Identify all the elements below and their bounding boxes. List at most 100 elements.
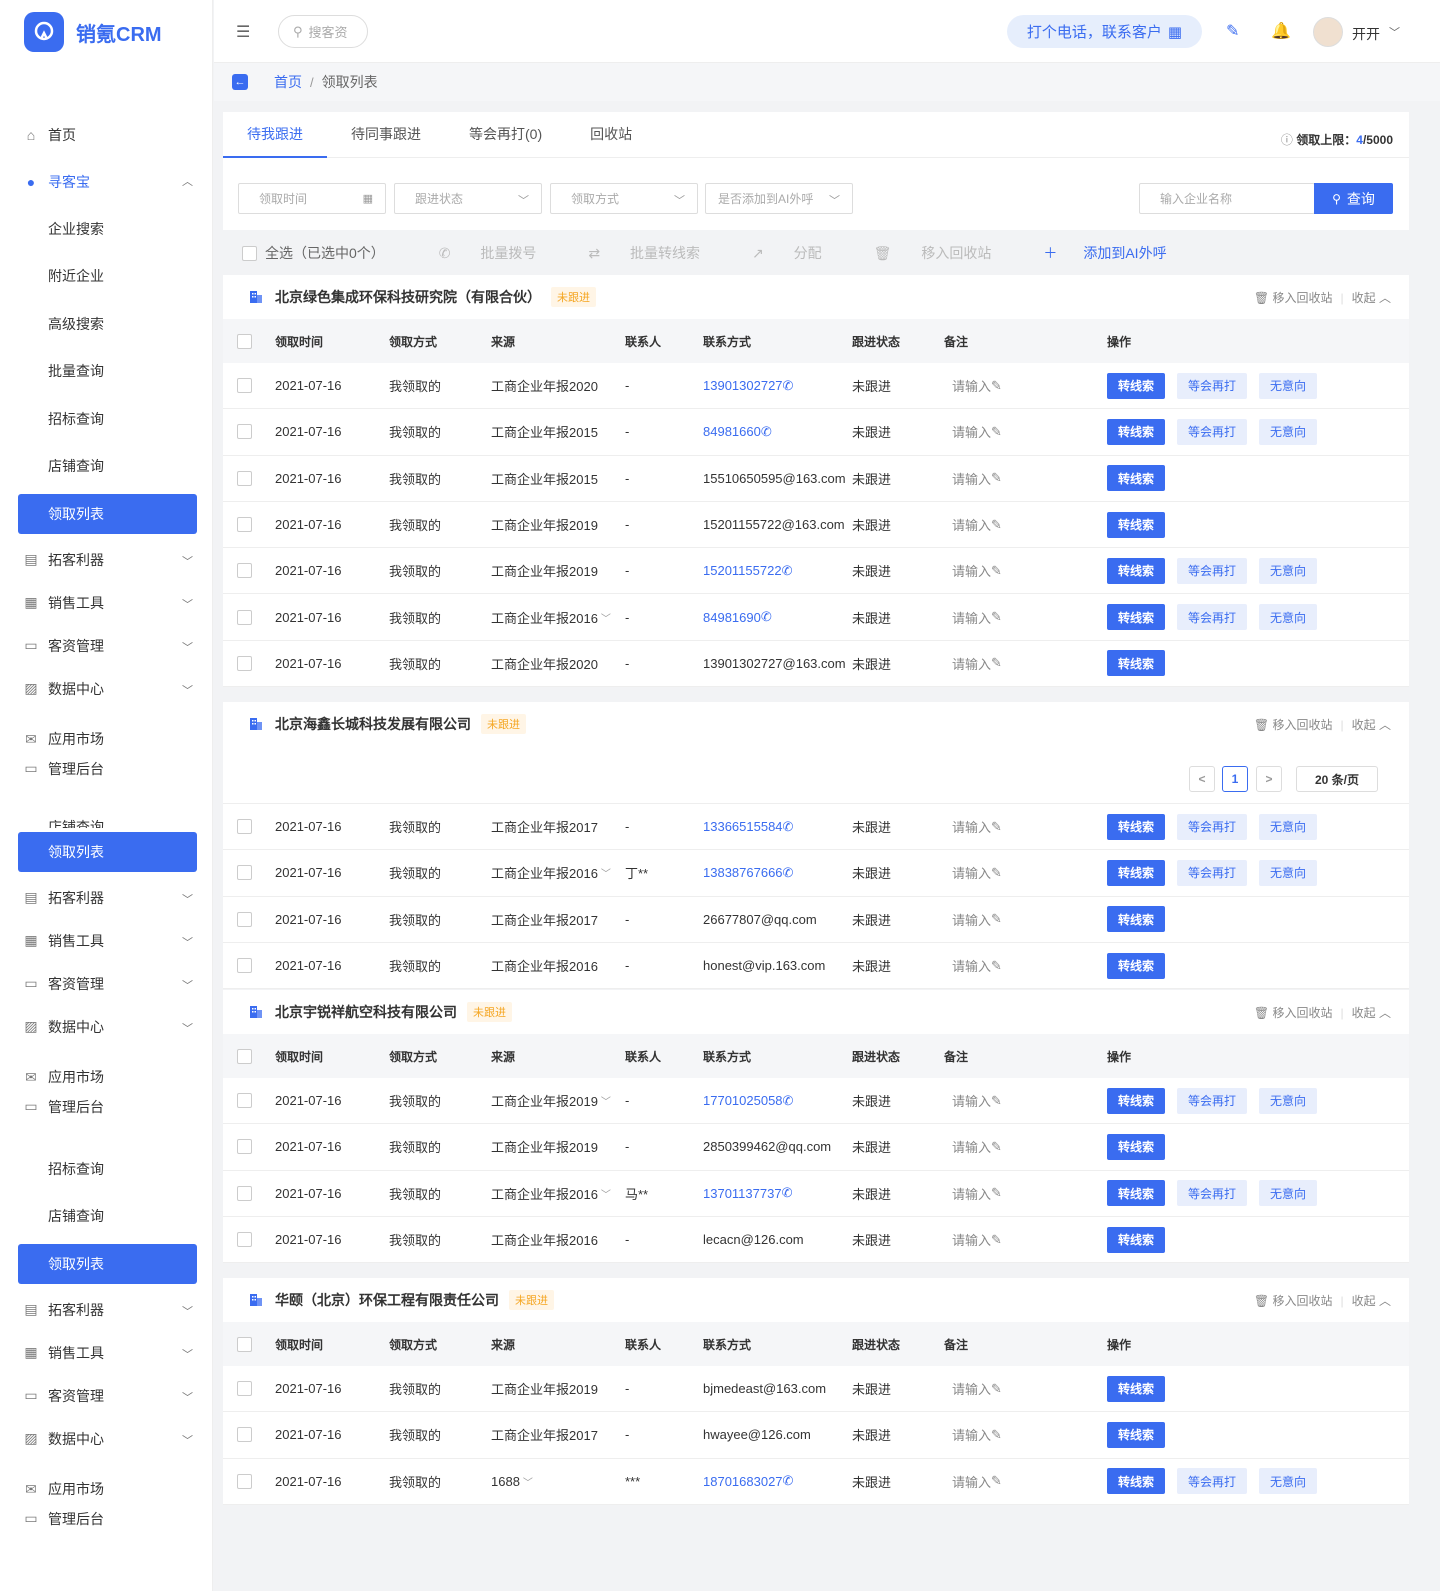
call-later-button[interactable]: 等会再打 (1177, 1468, 1247, 1495)
phone-icon[interactable]: ✆ (782, 377, 794, 393)
select-all-rows-checkbox[interactable] (237, 333, 252, 349)
to-lead-button[interactable]: 转线索 (1107, 465, 1165, 492)
edit-icon[interactable]: ✎ (991, 911, 1002, 927)
to-lead-button[interactable]: 转线索 (1107, 1180, 1165, 1207)
call-later-button[interactable]: 等会再打 (1177, 604, 1247, 631)
sidebar-item-company-search[interactable]: 企业搜索 (0, 205, 213, 253)
claim-method-select[interactable]: 领取方式 ﹀ (550, 183, 698, 214)
phone-icon[interactable]: ✆ (782, 864, 794, 880)
row-checkbox[interactable] (237, 424, 252, 440)
no-intent-button[interactable]: 无意向 (1259, 1468, 1317, 1495)
select-all-checkbox[interactable]: 全选（已选中0个） (242, 243, 411, 263)
edit-icon[interactable]: ✎ (991, 1426, 1002, 1442)
company-name[interactable]: 北京绿色集成环保科技研究院（有限合伙） (275, 289, 541, 305)
remark-input[interactable]: 请输入 ✎ (952, 850, 1002, 895)
company-name-input[interactable]: 输入企业名称 (1139, 183, 1315, 214)
no-intent-button[interactable]: 无意向 (1259, 557, 1317, 584)
to-lead-button[interactable]: 转线索 (1107, 604, 1165, 631)
to-lead-button[interactable]: 转线索 (1107, 1087, 1165, 1114)
collapse-button[interactable]: 收起 ︿ (1352, 716, 1391, 733)
follow-status-select[interactable]: 跟进状态 ﹀ (394, 183, 542, 214)
sidebar-item-sales-tools-3[interactable]: ▦ 销售工具 ﹀ (0, 1331, 213, 1374)
remark-input[interactable]: 请输入 ✎ (952, 1078, 1002, 1123)
phone-icon[interactable]: ✆ (760, 609, 772, 625)
remark-input[interactable]: 请输入 ✎ (952, 1124, 1002, 1169)
edit-icon[interactable]: ✎ (991, 957, 1002, 973)
page-size-select[interactable]: 20 条/页 (1296, 766, 1378, 792)
select-all-rows-checkbox[interactable] (237, 1048, 252, 1064)
to-lead-button[interactable]: 转线索 (1107, 859, 1165, 886)
edit-icon[interactable]: ✎ (991, 1138, 1002, 1154)
ai-call-select[interactable]: 是否添加到AI外呼 ﹀ (705, 183, 853, 214)
chevron-down-icon[interactable]: ﹀ (522, 1477, 533, 1489)
no-intent-button[interactable]: 无意向 (1259, 372, 1317, 399)
sidebar-item-admin-3[interactable]: ▭ 管理后台 (0, 1504, 213, 1533)
chevron-down-icon[interactable]: ﹀ (600, 869, 611, 881)
remark-input[interactable]: 请输入 ✎ (952, 456, 1002, 501)
phone-icon[interactable]: ✆ (781, 562, 793, 578)
contact-info[interactable]: 13838767666 ✆ (703, 850, 793, 895)
phone-icon[interactable]: ✆ (782, 818, 794, 834)
sidebar-item-sales-tools-2[interactable]: ▦ 销售工具 ﹀ (0, 919, 213, 962)
row-checkbox[interactable] (237, 1139, 252, 1155)
company-name[interactable]: 华颐（北京）环保工程有限责任公司 (275, 1292, 499, 1308)
user-name[interactable]: 开开 (1352, 26, 1380, 42)
sidebar-item-batch-query[interactable]: 批量查询 (0, 348, 213, 396)
remark-input[interactable]: 请输入 ✎ (952, 409, 1002, 454)
chevron-down-icon[interactable]: ﹀ (1389, 27, 1400, 39)
notes-icon[interactable]: ✎ (1226, 23, 1240, 40)
phone-icon[interactable]: ✆ (782, 1473, 794, 1489)
sidebar-item-data-center-2[interactable]: ▨ 数据中心 ﹀ (0, 1005, 213, 1048)
back-icon[interactable]: ← (232, 74, 248, 90)
sidebar-item-data-center-3[interactable]: ▨ 数据中心 ﹀ (0, 1417, 213, 1460)
claim-time-picker[interactable]: 领取时间 ▦ (238, 183, 386, 214)
to-lead-button[interactable]: 转线索 (1107, 906, 1165, 933)
bell-icon[interactable]: 🔔 (1271, 23, 1291, 40)
edit-icon[interactable]: ✎ (991, 864, 1002, 880)
contact-info[interactable]: 15201155722 ✆ (703, 548, 792, 593)
app-logo[interactable]: 销氪CRM (24, 12, 162, 52)
checkbox[interactable] (242, 245, 257, 261)
row-checkbox[interactable] (237, 819, 252, 835)
contact-info[interactable]: 18701683027 ✆ (703, 1459, 793, 1504)
no-intent-button[interactable]: 无意向 (1259, 1180, 1317, 1207)
row-checkbox[interactable] (237, 655, 252, 671)
chevron-down-icon[interactable]: ﹀ (600, 1189, 611, 1201)
tab-my-follow[interactable]: 待我跟进 (223, 124, 327, 158)
edit-icon[interactable]: ✎ (991, 562, 1002, 578)
edit-icon[interactable]: ✎ (991, 377, 1002, 393)
to-lead-button[interactable]: 转线索 (1107, 813, 1165, 840)
row-checkbox[interactable] (237, 1232, 252, 1248)
collapse-button[interactable]: 收起 ︿ (1352, 289, 1391, 306)
card-recycle-button[interactable]: 🗑 移入回收站 (1254, 1004, 1333, 1021)
next-page-button[interactable]: > (1256, 766, 1282, 792)
query-button[interactable]: ⚲ 查询 (1314, 183, 1393, 214)
collapse-button[interactable]: 收起 ︿ (1352, 1004, 1391, 1021)
row-checkbox[interactable] (237, 865, 252, 881)
remark-input[interactable]: 请输入 ✎ (952, 641, 1002, 686)
edit-icon[interactable]: ✎ (991, 818, 1002, 834)
to-lead-button[interactable]: 转线索 (1107, 1375, 1165, 1402)
sidebar-item-admin-2[interactable]: ▭ 管理后台 (0, 1092, 213, 1121)
to-lead-button[interactable]: 转线索 (1107, 557, 1165, 584)
sidebar-item-claim-list-2[interactable]: 领取列表 (18, 832, 197, 872)
remark-input[interactable]: 请输入 ✎ (952, 502, 1002, 547)
batch-transfer-button[interactable]: ⇄ 批量转线索 (588, 243, 726, 263)
edit-icon[interactable]: ✎ (991, 423, 1002, 439)
sidebar-item-customer-mgmt[interactable]: ▭ 客资管理 ﹀ (0, 624, 213, 667)
no-intent-button[interactable]: 无意向 (1259, 604, 1317, 631)
call-later-button[interactable]: 等会再打 (1177, 557, 1247, 584)
contact-info[interactable]: 13701137737 ✆ (703, 1171, 792, 1216)
phone-icon[interactable]: ✆ (781, 1185, 793, 1201)
select-all-rows-checkbox[interactable] (237, 1336, 252, 1352)
remark-input[interactable]: 请输入 ✎ (952, 363, 1002, 408)
company-name[interactable]: 北京海鑫长城科技发展有限公司 (275, 716, 471, 732)
row-checkbox[interactable] (237, 958, 252, 974)
remark-input[interactable]: 请输入 ✎ (952, 804, 1002, 849)
sidebar-item-tuoke[interactable]: ▤ 拓客利器 ﹀ (0, 538, 213, 581)
sidebar-item-home[interactable]: ⌂ 首页 (0, 111, 213, 158)
row-checkbox[interactable] (237, 1381, 252, 1397)
to-lead-button[interactable]: 转线索 (1107, 1421, 1165, 1448)
sidebar-item-claim-list[interactable]: 领取列表 (18, 494, 197, 534)
row-checkbox[interactable] (237, 1473, 252, 1489)
